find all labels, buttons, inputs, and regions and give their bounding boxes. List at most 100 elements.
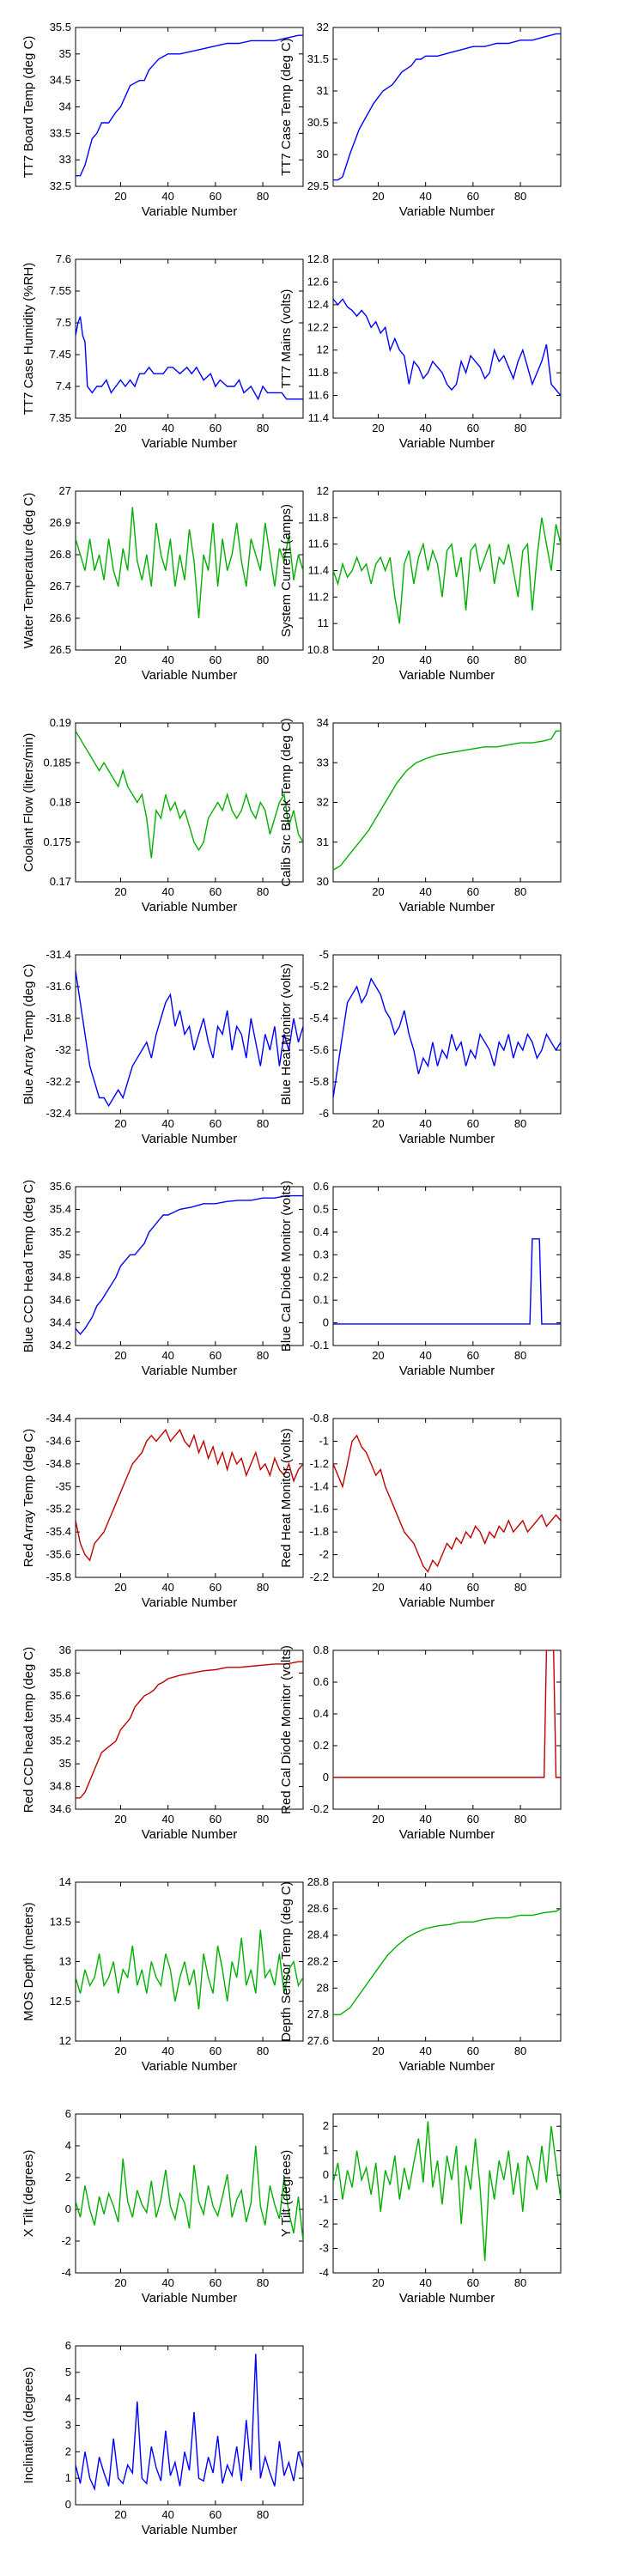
- y-axis-label: TT7 Case Humidity (%RH): [21, 263, 36, 416]
- y-tick-label: 12.5: [50, 1995, 71, 2008]
- x-tick-label: 80: [257, 1117, 269, 1130]
- y-tick-label: -35.2: [46, 1503, 71, 1516]
- y-tick-label: 34.4: [50, 1316, 71, 1329]
- y-tick-label: 35: [59, 47, 71, 60]
- x-tick-label: 40: [161, 1813, 173, 1826]
- x-axis-label: Variable Number: [142, 2523, 237, 2537]
- plot-frame: [75, 1649, 304, 1810]
- x-tick-label: 20: [114, 885, 126, 898]
- x-tick-label: 80: [257, 885, 269, 898]
- y-tick-label: 0.185: [43, 756, 71, 769]
- y-tick-label: 13.5: [50, 1915, 71, 1928]
- chart-panel-12: 20 40 60 80 -35.8 -35.6 -35.4 -35.2 -35 -34.8 -34.…: [21, 1412, 304, 1610]
- series-line: [333, 1238, 561, 1325]
- plot-frame: [75, 1418, 304, 1578]
- series-line: [76, 34, 303, 177]
- y-tick-label: 27: [59, 484, 71, 497]
- y-axis-label: Y Tilt (degrees): [279, 2150, 294, 2237]
- series-line: [76, 316, 303, 401]
- chart-panel-2: 20 40 60 80 7.35 7.4 7.45 7.5 7.55 7.6 Variable Nu…: [21, 252, 304, 451]
- x-tick-label: 80: [257, 190, 269, 203]
- y-tick-label: -5.6: [310, 1043, 329, 1056]
- x-tick-label: 60: [467, 1349, 479, 1362]
- y-tick-label: -2: [319, 1548, 329, 1561]
- chart-panel-10: 20 40 60 80 34.2 34.4 34.6 34.8 35 35.2 35.4 35.6 Va…: [21, 1180, 304, 1378]
- x-tick-label: 80: [514, 1581, 526, 1594]
- x-tick-label: 40: [419, 1813, 431, 1826]
- chart-panel-8: 20 40 60 80 -32.4 -32.2 -32 -31.8 -31.6 -31.4 Vari…: [21, 948, 304, 1146]
- series-line: [333, 517, 561, 624]
- x-tick-label: 80: [514, 422, 526, 434]
- y-tick-label: 35.4: [50, 1711, 71, 1724]
- x-tick-label: 60: [210, 885, 222, 898]
- y-tick-label: -0.2: [310, 1802, 329, 1815]
- y-tick-label: -35: [55, 1479, 71, 1492]
- y-tick-label: 6: [65, 2339, 71, 2352]
- plot-frame: [75, 1881, 304, 2042]
- x-tick-label: 80: [257, 2508, 269, 2521]
- plot-frame: [332, 1418, 562, 1578]
- x-tick-label: 20: [114, 1349, 126, 1362]
- y-tick-label: 28: [317, 1981, 329, 1994]
- y-tick-label: 11: [318, 617, 330, 629]
- series-line: [333, 730, 561, 871]
- x-tick-label: 60: [210, 1349, 222, 1362]
- x-tick-label: 60: [467, 1117, 479, 1130]
- y-tick-label: -31.6: [46, 980, 71, 993]
- y-tick-label: 32: [317, 21, 329, 33]
- y-tick-label: 4: [65, 2139, 71, 2152]
- y-tick-label: 35: [59, 1248, 71, 1261]
- x-tick-label: 40: [161, 2044, 173, 2057]
- x-axis-label: Variable Number: [142, 1364, 237, 1378]
- x-tick-label: 40: [419, 190, 431, 203]
- y-axis-label: Water Temperature (deg C): [21, 493, 36, 649]
- x-axis-label: Variable Number: [142, 1595, 237, 1610]
- y-tick-label: 34.2: [50, 1339, 71, 1352]
- chart-panel-3: 20 40 60 80 11.4 11.6 11.8 12 12.2 12.4 12.6 12.8 Va…: [279, 252, 562, 451]
- y-tick-label: -1.8: [310, 1525, 329, 1538]
- y-tick-label: -1: [319, 1434, 329, 1447]
- plot-frame: [332, 1649, 562, 1810]
- y-tick-label: 34: [317, 716, 329, 729]
- y-tick-label: 26.9: [50, 516, 71, 529]
- y-axis-label: Red Array Temp (deg C): [21, 1429, 36, 1567]
- chart-panel-5: 20 40 60 80 10.8 11 11.2 11.4 11.6 11.8 12 Variable…: [279, 484, 562, 683]
- y-tick-label: 5: [65, 2366, 71, 2379]
- x-tick-label: 80: [514, 2276, 526, 2289]
- y-tick-label: -1.4: [310, 1479, 329, 1492]
- y-tick-label: 10.8: [307, 643, 329, 656]
- y-axis-label: Blue Cal Diode Monitor (volts): [279, 1181, 294, 1352]
- x-axis-label: Variable Number: [399, 900, 495, 914]
- y-tick-label: 0.17: [50, 875, 71, 888]
- x-tick-label: 40: [419, 653, 431, 666]
- x-tick-label: 80: [514, 1117, 526, 1130]
- y-tick-label: -1: [319, 2193, 329, 2206]
- y-axis-label: Red Heat Monitor (volts): [279, 1428, 294, 1568]
- y-tick-label: 0.6: [313, 1675, 329, 1688]
- y-tick-label: 34: [59, 100, 71, 113]
- y-tick-label: -35.4: [46, 1525, 71, 1538]
- plot-frame: [75, 1186, 304, 1346]
- x-tick-label: 60: [210, 2044, 222, 2057]
- x-tick-label: 60: [467, 190, 479, 203]
- x-axis-label: Variable Number: [142, 668, 237, 683]
- y-tick-label: 1: [323, 2144, 329, 2157]
- x-tick-label: 60: [467, 1813, 479, 1826]
- y-tick-label: 2: [65, 2171, 71, 2184]
- x-tick-label: 40: [161, 422, 173, 434]
- y-tick-label: -35.8: [46, 1571, 71, 1583]
- x-tick-label: 80: [514, 2044, 526, 2057]
- chart-panel-16: 20 40 60 80 12 12.5 13 13.5 14 Variable Number MOS…: [21, 1875, 304, 2074]
- y-tick-label: 0.4: [313, 1225, 329, 1238]
- y-tick-label: 0.2: [313, 1739, 329, 1752]
- x-tick-label: 40: [419, 2276, 431, 2289]
- x-tick-label: 20: [372, 885, 384, 898]
- y-tick-label: 0.18: [50, 796, 71, 809]
- y-tick-label: 30.5: [307, 116, 329, 129]
- x-tick-label: 80: [514, 1349, 526, 1362]
- chart-panel-7: 20 40 60 80 30 31 32 33 34 Variable Number Calib S…: [279, 716, 562, 914]
- x-tick-label: 20: [372, 2276, 384, 2289]
- y-tick-label: 31.5: [307, 52, 329, 65]
- y-tick-label: 2: [323, 2119, 329, 2132]
- y-tick-label: 12: [59, 2034, 71, 2047]
